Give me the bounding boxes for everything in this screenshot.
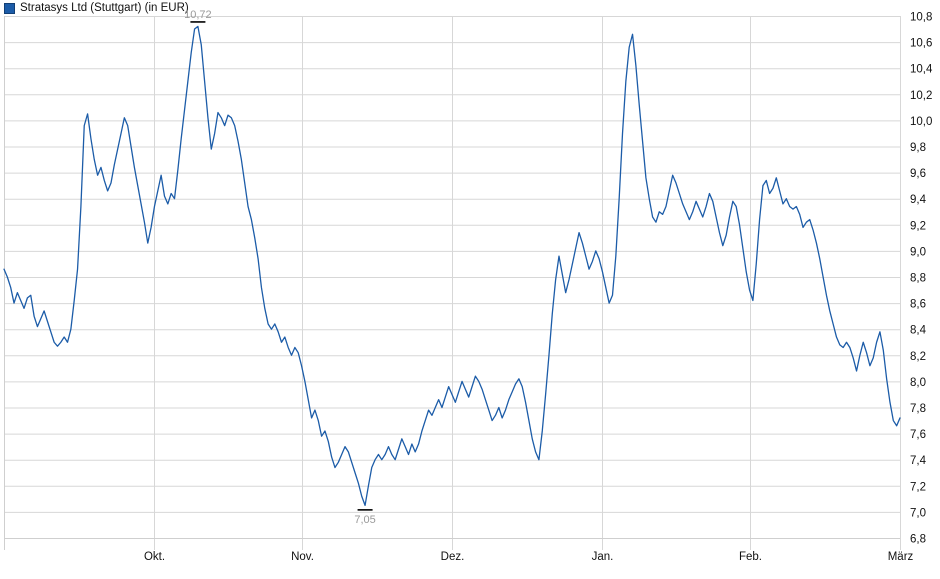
gridlines <box>4 16 901 550</box>
y-tick-label: 9,0 <box>910 246 926 258</box>
y-tick-label: 10,4 <box>910 64 933 76</box>
y-tick-label: 7,2 <box>910 481 926 493</box>
chart-title: Stratasys Ltd (Stuttgart) (in EUR) <box>20 2 189 14</box>
y-tick-label: 10,2 <box>910 90 932 102</box>
y-tick-label: 10,6 <box>910 38 932 50</box>
y-tick-label: 9,8 <box>910 142 926 154</box>
low-value-label: 7,05 <box>354 514 375 526</box>
axis-lines <box>4 16 900 550</box>
high-value-label: 10,72 <box>184 9 212 21</box>
price-line <box>3 25 901 507</box>
y-tick-label: 9,2 <box>910 220 926 232</box>
price-line-path <box>3 25 901 507</box>
chart-legend: Stratasys Ltd (Stuttgart) (in EUR) <box>4 1 189 15</box>
y-tick-label: 8,4 <box>910 325 927 337</box>
y-axis-labels: 10,8 10,6 10,4 10,2 10,0 9,8 9,6 9,4 9,2 9,0 8,8 8,… <box>910 12 933 546</box>
y-tick-label: 7,4 <box>910 455 927 467</box>
x-tick-label: Nov. <box>291 551 314 563</box>
y-tick-label: 9,6 <box>910 168 926 180</box>
y-tick-label: 7,8 <box>910 403 926 415</box>
x-tick-label: Jan. <box>592 551 614 563</box>
extreme-annotations: 10,72 7,05 <box>184 9 376 526</box>
x-tick-label: Dez. <box>441 551 465 563</box>
y-tick-label: 7,0 <box>910 507 926 519</box>
x-axis-labels: Okt. Nov. Dez. Jan. Feb. März <box>144 551 914 563</box>
y-tick-label: 10,0 <box>910 116 932 128</box>
x-tick-label: Okt. <box>144 551 165 563</box>
y-tick-label: 8,2 <box>910 351 926 363</box>
blue-square-icon <box>4 2 15 14</box>
y-tick-label: 8,0 <box>910 377 926 389</box>
x-tick-label: Feb. <box>739 551 762 563</box>
y-tick-label: 6,8 <box>910 534 926 546</box>
y-tick-label: 10,8 <box>910 12 932 24</box>
y-tick-label: 7,6 <box>910 429 926 441</box>
y-tick-label: 8,6 <box>910 299 926 311</box>
y-tick-label: 8,8 <box>910 273 926 285</box>
y-tick-label: 9,4 <box>910 194 927 206</box>
x-tick-label: März <box>888 551 914 563</box>
